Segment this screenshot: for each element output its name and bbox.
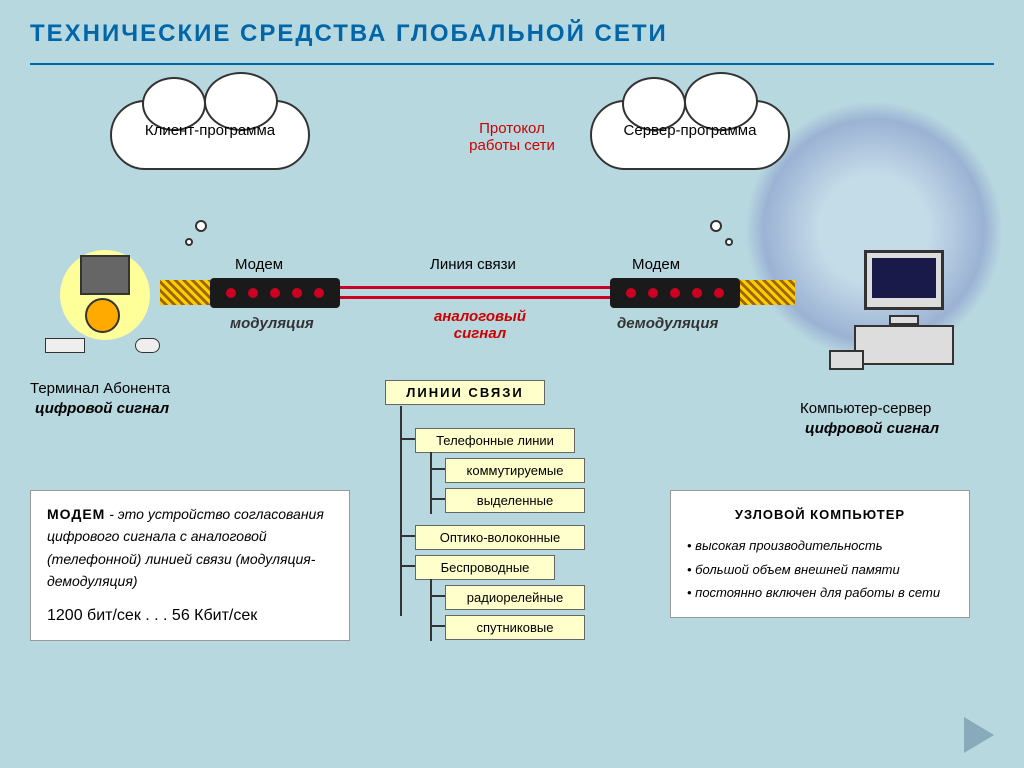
- node-b1: • высокая производительность: [687, 534, 953, 557]
- analog-label: аналоговый сигнал: [430, 308, 530, 342]
- server-signal: цифровой сигнал: [805, 420, 939, 437]
- hashed-left: [160, 280, 210, 305]
- protocol-line2: работы сети: [469, 137, 555, 154]
- cloud-server-text: Сервер-программа: [590, 122, 790, 139]
- server-label: Компьютер-сервер: [800, 400, 931, 417]
- tree-phone: Телефонные линии: [415, 428, 575, 453]
- modem-right: [610, 278, 740, 308]
- demodulation-label: демодуляция: [617, 315, 718, 332]
- tree-header: ЛИНИИ СВЯЗИ: [385, 380, 545, 405]
- modem-left-label: Модем: [235, 256, 283, 273]
- tree-dedicated: выделенные: [445, 488, 585, 513]
- tree-wireless: Беспроводные: [415, 555, 555, 580]
- cloud-client: Клиент-программа: [110, 100, 310, 190]
- terminal-icon: [35, 250, 175, 360]
- node-b2: • большой объем внешней памяти: [687, 558, 953, 581]
- tree-fiber: Оптико-волоконные: [415, 525, 585, 550]
- modem-left: [210, 278, 340, 308]
- modem-def-title: МОДЕМ: [47, 506, 105, 522]
- server-icon: [844, 250, 964, 380]
- protocol-line1: Протокол: [469, 120, 555, 137]
- title-underline: [30, 63, 994, 65]
- tree-radio: радиорелейные: [445, 585, 585, 610]
- line-label: Линия связи: [430, 256, 516, 273]
- nav-next-icon[interactable]: [964, 717, 994, 753]
- modem-right-label: Модем: [632, 256, 680, 273]
- terminal-label: Терминал Абонента: [30, 380, 170, 397]
- signal-bot: [340, 296, 610, 299]
- tree-satellite: спутниковые: [445, 615, 585, 640]
- cloud-server: Сервер-программа: [590, 100, 790, 190]
- node-title: УЗЛОВОЙ КОМПЬЮТЕР: [687, 503, 953, 526]
- modulation-label: модуляция: [230, 315, 314, 332]
- signal-top: [340, 286, 610, 289]
- node-b3: • постоянно включен для работы в сети: [687, 581, 953, 604]
- modem-def-box: МОДЕМ - это устройство согласования цифр…: [30, 490, 350, 641]
- tree-switched: коммутируемые: [445, 458, 585, 483]
- hashed-right: [740, 280, 795, 305]
- protocol-label: Протокол работы сети: [469, 120, 555, 154]
- page-title: ТЕХНИЧЕСКИЕ СРЕДСТВА ГЛОБАЛЬНОЙ СЕТИ: [0, 0, 1024, 58]
- node-comp-box: УЗЛОВОЙ КОМПЬЮТЕР • высокая производител…: [670, 490, 970, 618]
- modem-speed: 1200 бит/сек . . . 56 Кбит/сек: [47, 603, 333, 629]
- cloud-client-text: Клиент-программа: [110, 122, 310, 139]
- terminal-signal: цифровой сигнал: [35, 400, 169, 417]
